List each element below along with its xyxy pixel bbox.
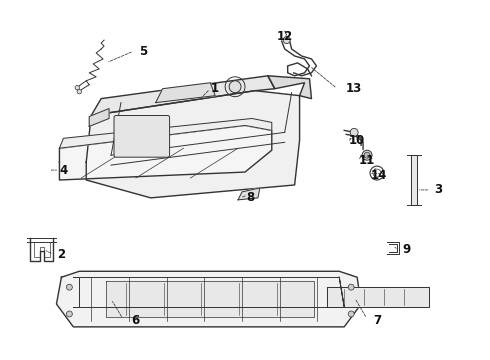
Text: 14: 14 bbox=[371, 168, 387, 181]
Text: 10: 10 bbox=[349, 134, 365, 147]
Text: 6: 6 bbox=[132, 314, 140, 327]
Text: 5: 5 bbox=[139, 45, 147, 58]
Polygon shape bbox=[238, 188, 260, 200]
Text: 7: 7 bbox=[373, 314, 381, 327]
Circle shape bbox=[283, 37, 290, 44]
Circle shape bbox=[229, 81, 241, 93]
Polygon shape bbox=[56, 271, 361, 327]
Circle shape bbox=[66, 284, 73, 290]
Polygon shape bbox=[106, 281, 315, 317]
Polygon shape bbox=[268, 76, 312, 99]
Circle shape bbox=[348, 284, 354, 290]
Text: 3: 3 bbox=[435, 184, 442, 197]
Circle shape bbox=[77, 90, 81, 94]
Circle shape bbox=[66, 311, 73, 317]
Text: 12: 12 bbox=[276, 30, 293, 42]
Circle shape bbox=[350, 129, 358, 136]
Polygon shape bbox=[411, 155, 416, 205]
Circle shape bbox=[362, 150, 372, 160]
Text: 2: 2 bbox=[57, 248, 66, 261]
Polygon shape bbox=[59, 118, 272, 148]
Polygon shape bbox=[91, 76, 275, 116]
Polygon shape bbox=[59, 125, 272, 180]
Polygon shape bbox=[89, 109, 109, 126]
Polygon shape bbox=[327, 287, 429, 307]
Circle shape bbox=[348, 311, 354, 317]
Polygon shape bbox=[86, 91, 299, 198]
FancyBboxPatch shape bbox=[114, 116, 170, 157]
Text: 8: 8 bbox=[246, 192, 254, 204]
Circle shape bbox=[75, 86, 79, 90]
Text: 9: 9 bbox=[403, 243, 411, 256]
Text: 1: 1 bbox=[211, 82, 220, 95]
Circle shape bbox=[364, 152, 370, 158]
Text: 4: 4 bbox=[59, 163, 68, 176]
Text: 13: 13 bbox=[346, 82, 362, 95]
Polygon shape bbox=[156, 83, 215, 103]
Text: 11: 11 bbox=[359, 154, 375, 167]
